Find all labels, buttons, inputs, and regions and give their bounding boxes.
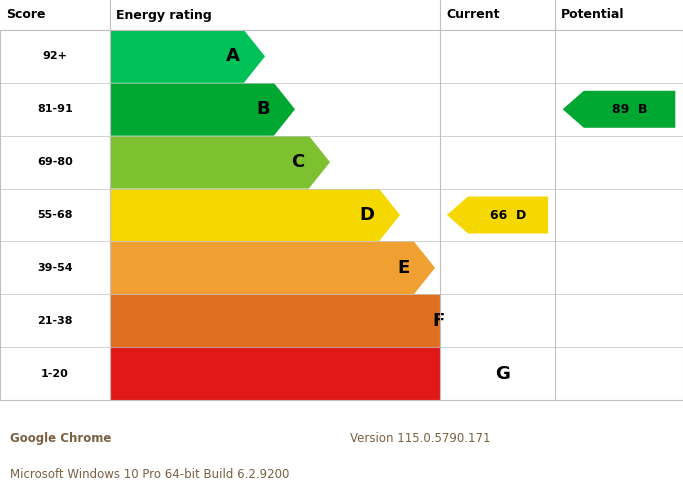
Polygon shape bbox=[110, 242, 435, 294]
Text: 89  B: 89 B bbox=[612, 103, 647, 116]
Text: A: A bbox=[226, 47, 240, 65]
Polygon shape bbox=[110, 294, 470, 347]
Polygon shape bbox=[110, 83, 295, 136]
Text: Version 115.0.5790.171: Version 115.0.5790.171 bbox=[350, 432, 490, 445]
Text: F: F bbox=[432, 312, 445, 330]
Text: 92+: 92+ bbox=[42, 51, 68, 61]
Text: D: D bbox=[360, 206, 375, 224]
Text: C: C bbox=[292, 153, 305, 171]
Text: G: G bbox=[495, 365, 510, 382]
Text: Potential: Potential bbox=[561, 8, 624, 21]
Text: B: B bbox=[256, 100, 270, 119]
Polygon shape bbox=[110, 30, 265, 83]
Polygon shape bbox=[110, 347, 535, 400]
Text: 81-91: 81-91 bbox=[37, 104, 73, 114]
Text: Energy rating: Energy rating bbox=[116, 8, 212, 21]
Text: 39-54: 39-54 bbox=[37, 263, 73, 273]
Polygon shape bbox=[447, 197, 548, 234]
Text: 69-80: 69-80 bbox=[37, 157, 73, 167]
Text: Current: Current bbox=[446, 8, 499, 21]
Polygon shape bbox=[110, 189, 400, 242]
Text: 1-20: 1-20 bbox=[41, 369, 69, 378]
Text: E: E bbox=[398, 259, 410, 277]
Text: Google Chrome: Google Chrome bbox=[10, 432, 111, 445]
Text: 66  D: 66 D bbox=[490, 209, 526, 222]
Polygon shape bbox=[110, 136, 330, 189]
Text: 21-38: 21-38 bbox=[38, 316, 73, 326]
Text: Microsoft Windows 10 Pro 64-bit Build 6.2.9200: Microsoft Windows 10 Pro 64-bit Build 6.… bbox=[10, 468, 290, 481]
Text: 55-68: 55-68 bbox=[38, 210, 73, 220]
Text: Score: Score bbox=[6, 8, 46, 21]
Polygon shape bbox=[563, 91, 675, 128]
